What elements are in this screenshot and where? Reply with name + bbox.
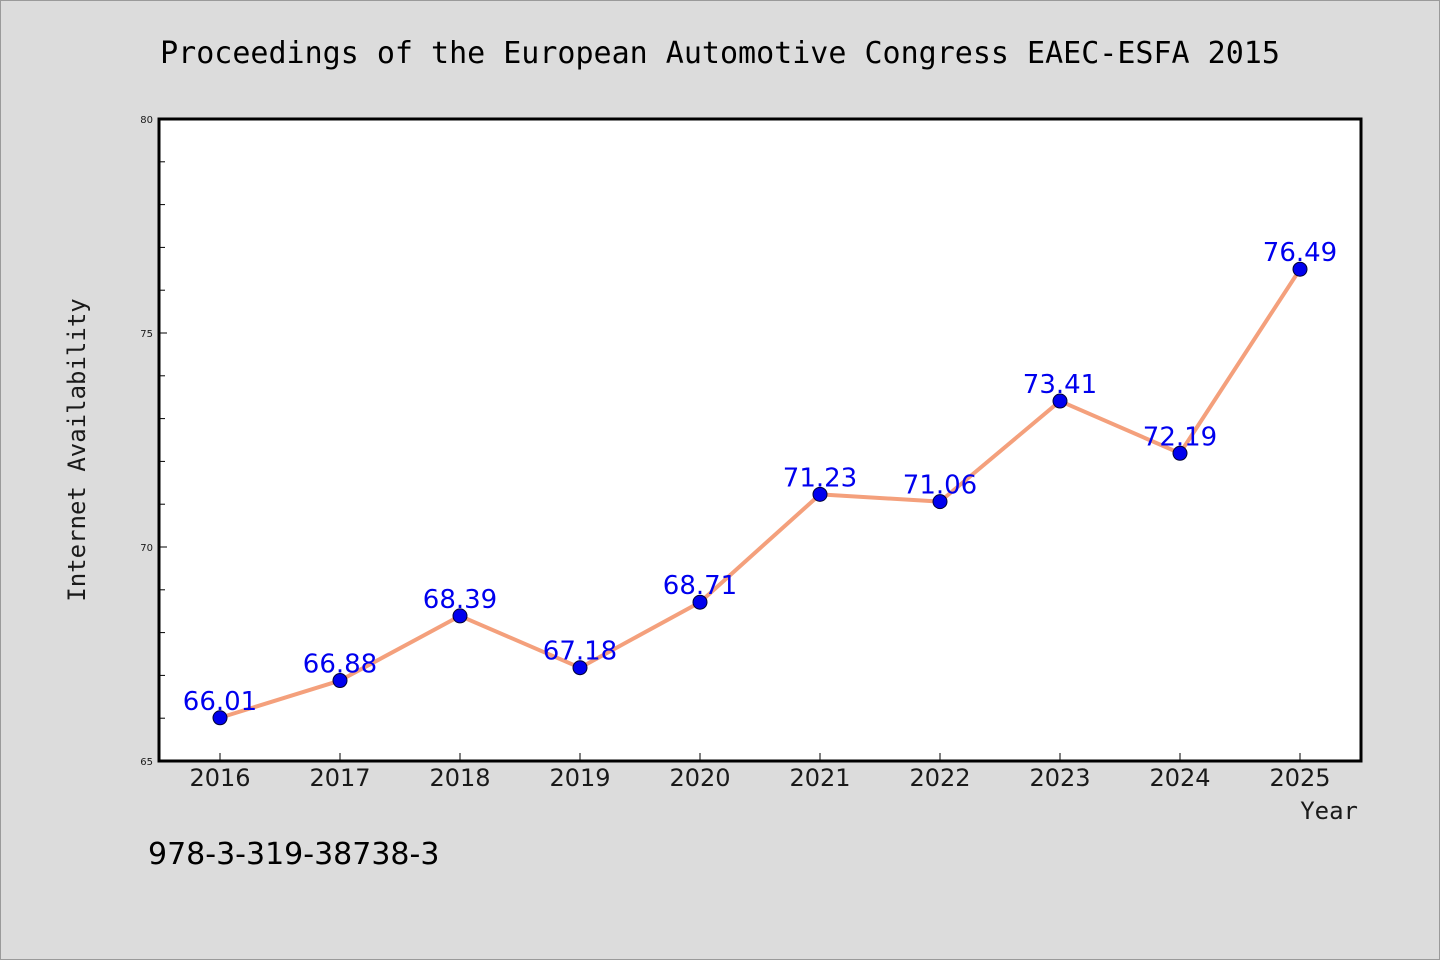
series-line: [218, 267, 1302, 720]
data-label: 71.23: [783, 463, 857, 493]
x-axis-label: Year: [1300, 797, 1358, 825]
x-tick-label: 2025: [1269, 764, 1330, 792]
x-tick-label: 2024: [1149, 764, 1210, 792]
data-label: 72.19: [1143, 422, 1217, 452]
x-tick-label: 2022: [909, 764, 970, 792]
x-tick-label: 2020: [669, 764, 730, 792]
data-point: [1292, 261, 1308, 277]
data-label: 67.18: [543, 637, 617, 667]
data-label: 73.41: [1023, 370, 1097, 400]
data-label: 68.39: [423, 585, 497, 615]
y-tick-label: 70: [140, 543, 153, 554]
chart-title: Proceedings of the European Automotive C…: [160, 36, 1280, 71]
plot-area: [157, 117, 1363, 763]
data-label: 68.71: [663, 571, 737, 601]
data-label: 66.01: [183, 687, 257, 717]
data-label: 71.06: [903, 471, 977, 501]
y-axis: 65 70 75 80: [140, 115, 167, 768]
y-tick-label: 75: [140, 329, 153, 340]
isbn-text: 978-3-319-38738-3: [148, 837, 439, 872]
data-label: 76.49: [1263, 238, 1337, 268]
x-axis: 2016 2017 2018 2019 2020 2021 2022 2023 2024 2025: [189, 753, 1331, 792]
data-point: [932, 494, 948, 510]
x-tick-label: 2018: [429, 764, 490, 792]
x-tick-label: 2023: [1029, 764, 1090, 792]
series-line-group: 66.01 66.88 68.39 67.18 68.71 71.23 71.06 73.41…: [183, 238, 1337, 726]
data-point: [452, 608, 468, 624]
data-point: [332, 673, 348, 689]
data-point: [812, 486, 828, 502]
data-point: [572, 660, 588, 676]
y-tick-label: 80: [140, 115, 153, 126]
y-axis-label: Internet Availability: [63, 298, 91, 601]
data-point: [692, 594, 708, 610]
data-point: [1052, 393, 1068, 409]
y-tick-label: 65: [140, 757, 153, 768]
x-tick-label: 2019: [549, 764, 610, 792]
data-point: [1172, 445, 1188, 461]
x-tick-label: 2016: [189, 764, 250, 792]
data-label: 66.88: [303, 650, 377, 680]
data-point: [212, 710, 228, 726]
x-tick-label: 2017: [309, 764, 370, 792]
x-tick-label: 2021: [789, 764, 850, 792]
